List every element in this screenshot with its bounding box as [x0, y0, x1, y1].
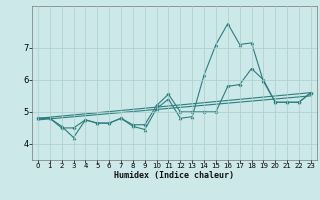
X-axis label: Humidex (Indice chaleur): Humidex (Indice chaleur)	[115, 171, 234, 180]
